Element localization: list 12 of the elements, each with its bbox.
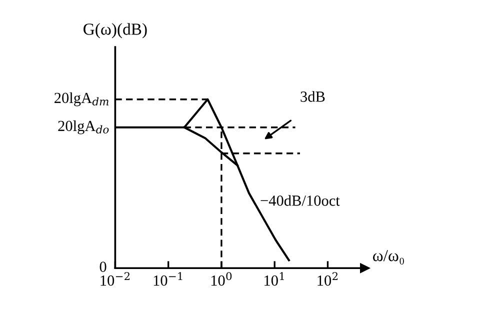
x-tick-label: 10$^{−1}$ (154, 272, 182, 286)
annotation: 20lgA$_{dm}$ (54, 92, 108, 106)
annotation: −40dB/10oct (260, 195, 340, 206)
x-tick-label: 10$^{0}$ (211, 272, 232, 286)
x-tick-label: 10$^{2}$ (318, 272, 338, 286)
annotation: 3dB (300, 91, 325, 102)
text: 0 (100, 262, 106, 272)
x-axis-title: ω/ω₀ (373, 250, 404, 265)
x-tick-label: 10$^{−2}$ (100, 272, 130, 286)
x-tick-label: 10$^{1}$ (264, 272, 284, 286)
y-axis-title: G(ω)(dB) (84, 23, 147, 38)
annotation: 20lgA$_{do}$ (58, 120, 109, 134)
